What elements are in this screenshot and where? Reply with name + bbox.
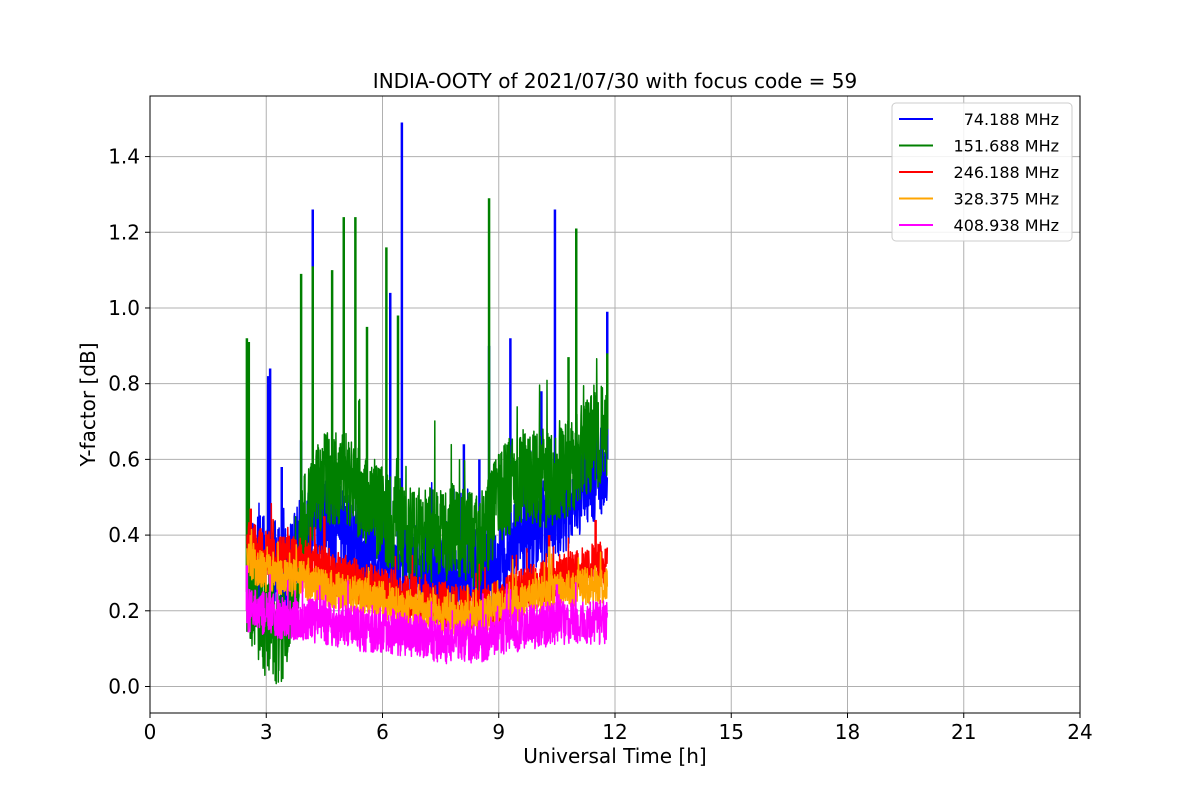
y-tick-label: 1.2 bbox=[108, 220, 140, 244]
legend-label: 328.375 MHz bbox=[954, 190, 1059, 209]
y-tick-label: 0.6 bbox=[108, 447, 140, 471]
y-tick-label: 1.4 bbox=[108, 145, 140, 169]
x-tick-label: 18 bbox=[835, 720, 860, 744]
x-tick-label: 9 bbox=[492, 720, 505, 744]
y-tick-label: 0.0 bbox=[108, 675, 140, 699]
y-tick-label: 0.4 bbox=[108, 523, 140, 547]
legend-box bbox=[891, 102, 1073, 242]
y-tick-label: 0.2 bbox=[108, 599, 140, 623]
x-axis-label: Universal Time [h] bbox=[523, 744, 706, 768]
series-lines bbox=[245, 122, 609, 685]
x-tick-label: 6 bbox=[376, 720, 389, 744]
legend: 74.188 MHz 151.688 MHz 246.188 MHz 328.375 … bbox=[891, 102, 1073, 242]
series-line bbox=[246, 574, 609, 665]
axis-ticks: 0 3 6 9 12 15 18 21 24 0.0 0.2 0.4 0.6 0.8 1.0 1.2 1.4 bbox=[108, 145, 1093, 744]
x-tick-label: 21 bbox=[951, 720, 976, 744]
y-tick-label: 0.8 bbox=[108, 372, 140, 396]
legend-label: 408.938 MHz bbox=[954, 216, 1059, 235]
chart-title: INDIA-OOTY of 2021/07/30 with focus code… bbox=[373, 69, 857, 93]
x-tick-label: 12 bbox=[602, 720, 627, 744]
series-line bbox=[246, 528, 609, 638]
y-axis-label: Y-factor [dB] bbox=[76, 342, 100, 467]
legend-label: 74.188 MHz bbox=[964, 110, 1059, 129]
x-tick-label: 15 bbox=[719, 720, 744, 744]
legend-items: 74.188 MHz 151.688 MHz 246.188 MHz 328.375 … bbox=[899, 110, 1059, 235]
legend-label: 151.688 MHz bbox=[954, 137, 1059, 156]
x-tick-label: 0 bbox=[144, 720, 157, 744]
y-tick-label: 1.0 bbox=[108, 296, 140, 320]
series-line bbox=[246, 502, 609, 632]
x-tick-label: 3 bbox=[260, 720, 273, 744]
legend-label: 246.188 MHz bbox=[954, 163, 1059, 182]
x-tick-label: 24 bbox=[1067, 720, 1092, 744]
